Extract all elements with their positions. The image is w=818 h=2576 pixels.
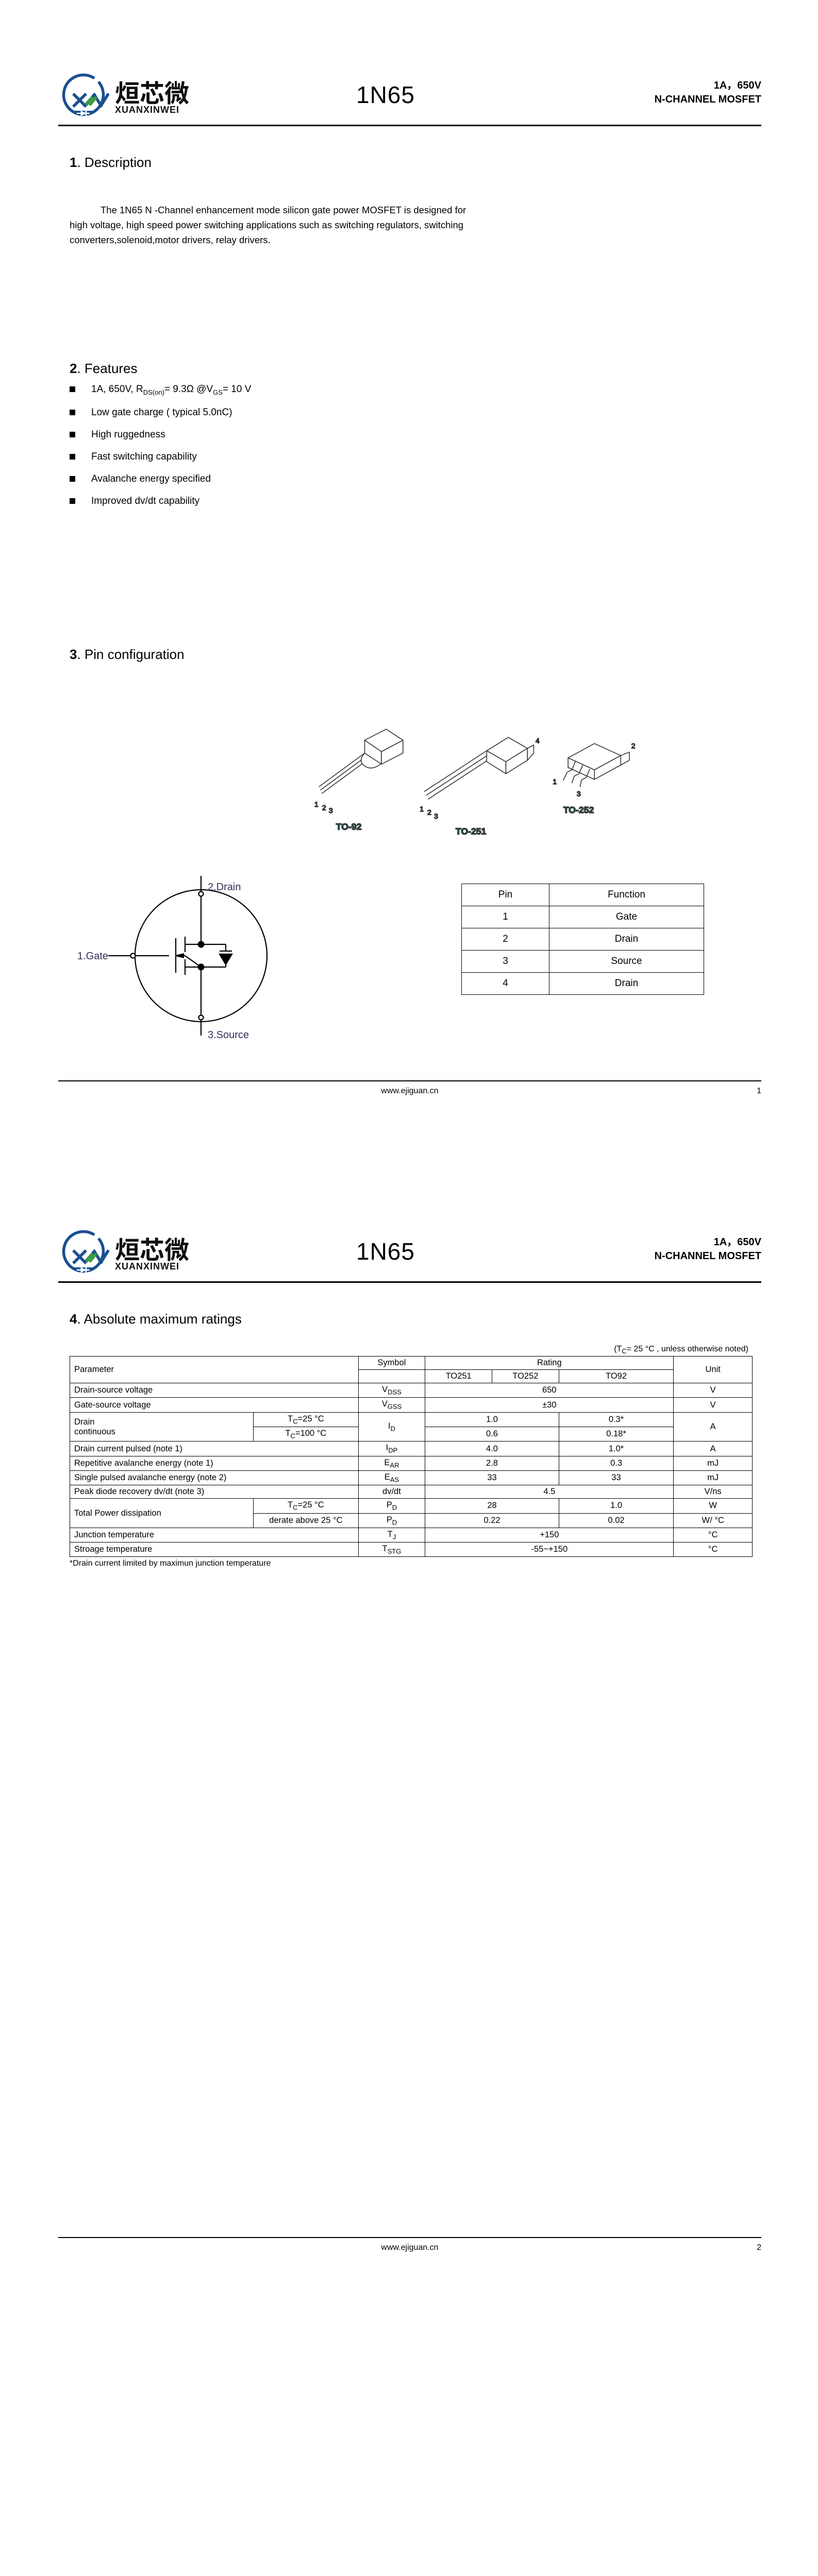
svg-text:TO-251: TO-251	[456, 826, 487, 837]
svg-text:烜芯微: 烜芯微	[115, 1230, 189, 1266]
svg-text:2.Drain: 2.Drain	[208, 882, 241, 893]
svg-text:3: 3	[329, 806, 333, 815]
svg-text:1: 1	[314, 800, 319, 808]
svg-text:4: 4	[536, 736, 540, 744]
svg-text:XUANXINWEI: XUANXINWEI	[115, 105, 179, 115]
svg-text:1.Gate: 1.Gate	[77, 951, 108, 962]
svg-text:2: 2	[322, 803, 326, 811]
svg-text:3: 3	[434, 812, 438, 820]
svg-text:1: 1	[553, 777, 557, 786]
svg-text:3.Source: 3.Source	[208, 1029, 249, 1041]
svg-text:2: 2	[427, 808, 431, 817]
svg-text:XUANXINWEI: XUANXINWEI	[115, 1261, 179, 1272]
svg-text:烜芯微: 烜芯微	[115, 73, 189, 109]
svg-text:3: 3	[577, 789, 581, 798]
svg-text:1: 1	[420, 805, 424, 813]
svg-text:TO-252: TO-252	[563, 805, 594, 815]
svg-text:2: 2	[631, 742, 636, 750]
svg-text:TO-92: TO-92	[336, 821, 362, 832]
